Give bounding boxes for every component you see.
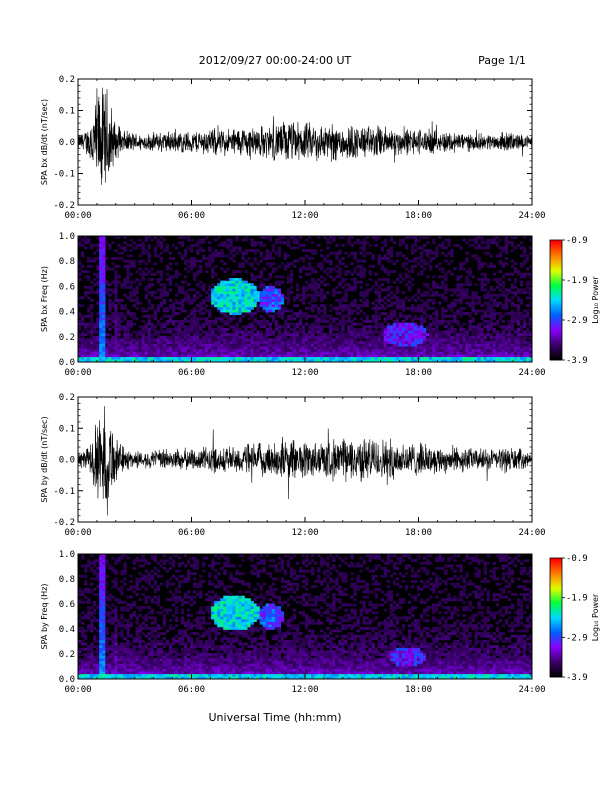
x-tick-label: 24:00 [518, 528, 545, 538]
y-tick-label: 0.1 [59, 107, 75, 117]
y-tick-label: -0.2 [53, 518, 75, 528]
panel-3-frame [77, 396, 533, 523]
colorbar-frame [549, 557, 563, 678]
y-tick-label: 0.4 [59, 308, 75, 318]
y-tick-label: 0.6 [59, 282, 75, 292]
x-tick-label: 06:00 [178, 211, 205, 221]
x-tick-label: 12:00 [291, 685, 318, 695]
x-tick-label: 00:00 [64, 528, 91, 538]
dbdt-trace-line [78, 406, 532, 516]
panel-4-spectrogram [78, 554, 533, 680]
y-tick-label: -0.2 [53, 201, 75, 211]
x-tick-label: 00:00 [64, 685, 91, 695]
header-date-range: 2012/09/27 00:00-24:00 UT [199, 54, 352, 67]
colorbar-tick-label: -2.9 [566, 316, 588, 326]
x-tick-label: 12:00 [291, 368, 318, 378]
panel-4-axes: 00:00 06:00 12:00 18:00 24:00 0.0 0.2 0.4 0.6 0.8… [40, 550, 546, 695]
panel-1-frame [77, 78, 533, 206]
panel-4-ylabel: SPA by Freq (Hz) [40, 584, 49, 650]
y-tick-label: 0.1 [59, 424, 75, 434]
y-tick-label: 0.0 [59, 675, 75, 685]
colorbar-label: Log₁₀ Power [591, 593, 600, 641]
x-tick-label: 00:00 [64, 211, 91, 221]
colorbar-tick-label: -3.9 [566, 356, 588, 366]
y-tick-label: 1.0 [59, 232, 75, 242]
y-tick-label: 0.2 [59, 650, 75, 660]
x-axis-label: Universal Time (hh:mm) [209, 711, 342, 724]
y-tick-label: -0.1 [53, 487, 75, 497]
panels-group: 00:00 06:00 12:00 18:00 24:00 -0.2 -0.1 0.0 0.1 0… [40, 75, 600, 695]
x-tick-label: 24:00 [518, 685, 545, 695]
y-tick-label: 0.0 [59, 138, 75, 148]
x-tick-label: 12:00 [291, 211, 318, 221]
panel-2-axes: 00:00 06:00 12:00 18:00 24:00 0.0 0.2 0.4 0.6 0.8… [40, 232, 546, 378]
y-tick-label: 0.0 [59, 358, 75, 368]
y-tick-label: 0.6 [59, 600, 75, 610]
panel-2-frame [77, 235, 533, 363]
y-tick-label: 0.8 [59, 257, 75, 267]
x-tick-label: 06:00 [178, 368, 205, 378]
colorbar-tick-label: -0.9 [566, 236, 588, 246]
panel-2-ylabel: SPA bx Freq (Hz) [40, 266, 49, 332]
colorbar-label: Log₁₀ Power [591, 276, 600, 324]
x-tick-label: 18:00 [405, 368, 432, 378]
y-tick-label: 0.4 [59, 625, 75, 635]
colorbar-tick-label: -1.9 [566, 594, 588, 604]
x-tick-label: 06:00 [178, 685, 205, 695]
y-tick-label: 0.8 [59, 575, 75, 585]
colorbar-frame [549, 239, 563, 361]
panel-2-colorbar: -0.9 -1.9 -2.9 -3.9 Log₁₀ Power [549, 236, 600, 366]
y-tick-label: 0.2 [59, 75, 75, 85]
x-tick-label: 24:00 [518, 211, 545, 221]
panel-1-trace [78, 87, 532, 185]
panel-3-axes: 00:00 06:00 12:00 18:00 24:00 -0.2 -0.1 0.0 0.1 0… [40, 393, 546, 538]
x-tick-label: 18:00 [405, 685, 432, 695]
panel-3-ylabel: SPA by dB/dt (nT/sec) [40, 416, 49, 502]
colorbar-tick-label: -1.9 [566, 276, 588, 286]
panel-1-axes: 00:00 06:00 12:00 18:00 24:00 -0.2 -0.1 0.0 0.1 0… [40, 75, 546, 221]
colorbar-tick-label: -2.9 [566, 633, 588, 643]
y-tick-label: -0.1 [53, 170, 75, 180]
x-tick-label: 18:00 [405, 528, 432, 538]
y-tick-label: 0.0 [59, 456, 75, 466]
panel-3-trace [78, 406, 532, 516]
x-tick-label: 24:00 [518, 368, 545, 378]
x-tick-label: 06:00 [178, 528, 205, 538]
colorbar-tick-label: -0.9 [566, 554, 588, 564]
panel-4-colorbar: -0.9 -1.9 -2.9 -3.9 Log₁₀ Power [549, 554, 600, 683]
panel-2-spectrogram [78, 236, 533, 363]
panel-1-ylabel: SPA bx dB/dt (nT/sec) [40, 99, 49, 185]
panel-4-frame [77, 553, 533, 680]
y-tick-label: 1.0 [59, 550, 75, 560]
y-tick-label: 0.2 [59, 393, 75, 403]
x-tick-label: 00:00 [64, 368, 91, 378]
header-page-number: Page 1/1 [478, 54, 526, 67]
x-tick-label: 18:00 [405, 211, 432, 221]
dbdt-trace-line [78, 87, 532, 185]
colorbar-tick-label: -3.9 [566, 673, 588, 683]
y-tick-label: 0.2 [59, 333, 75, 343]
x-tick-label: 12:00 [291, 528, 318, 538]
